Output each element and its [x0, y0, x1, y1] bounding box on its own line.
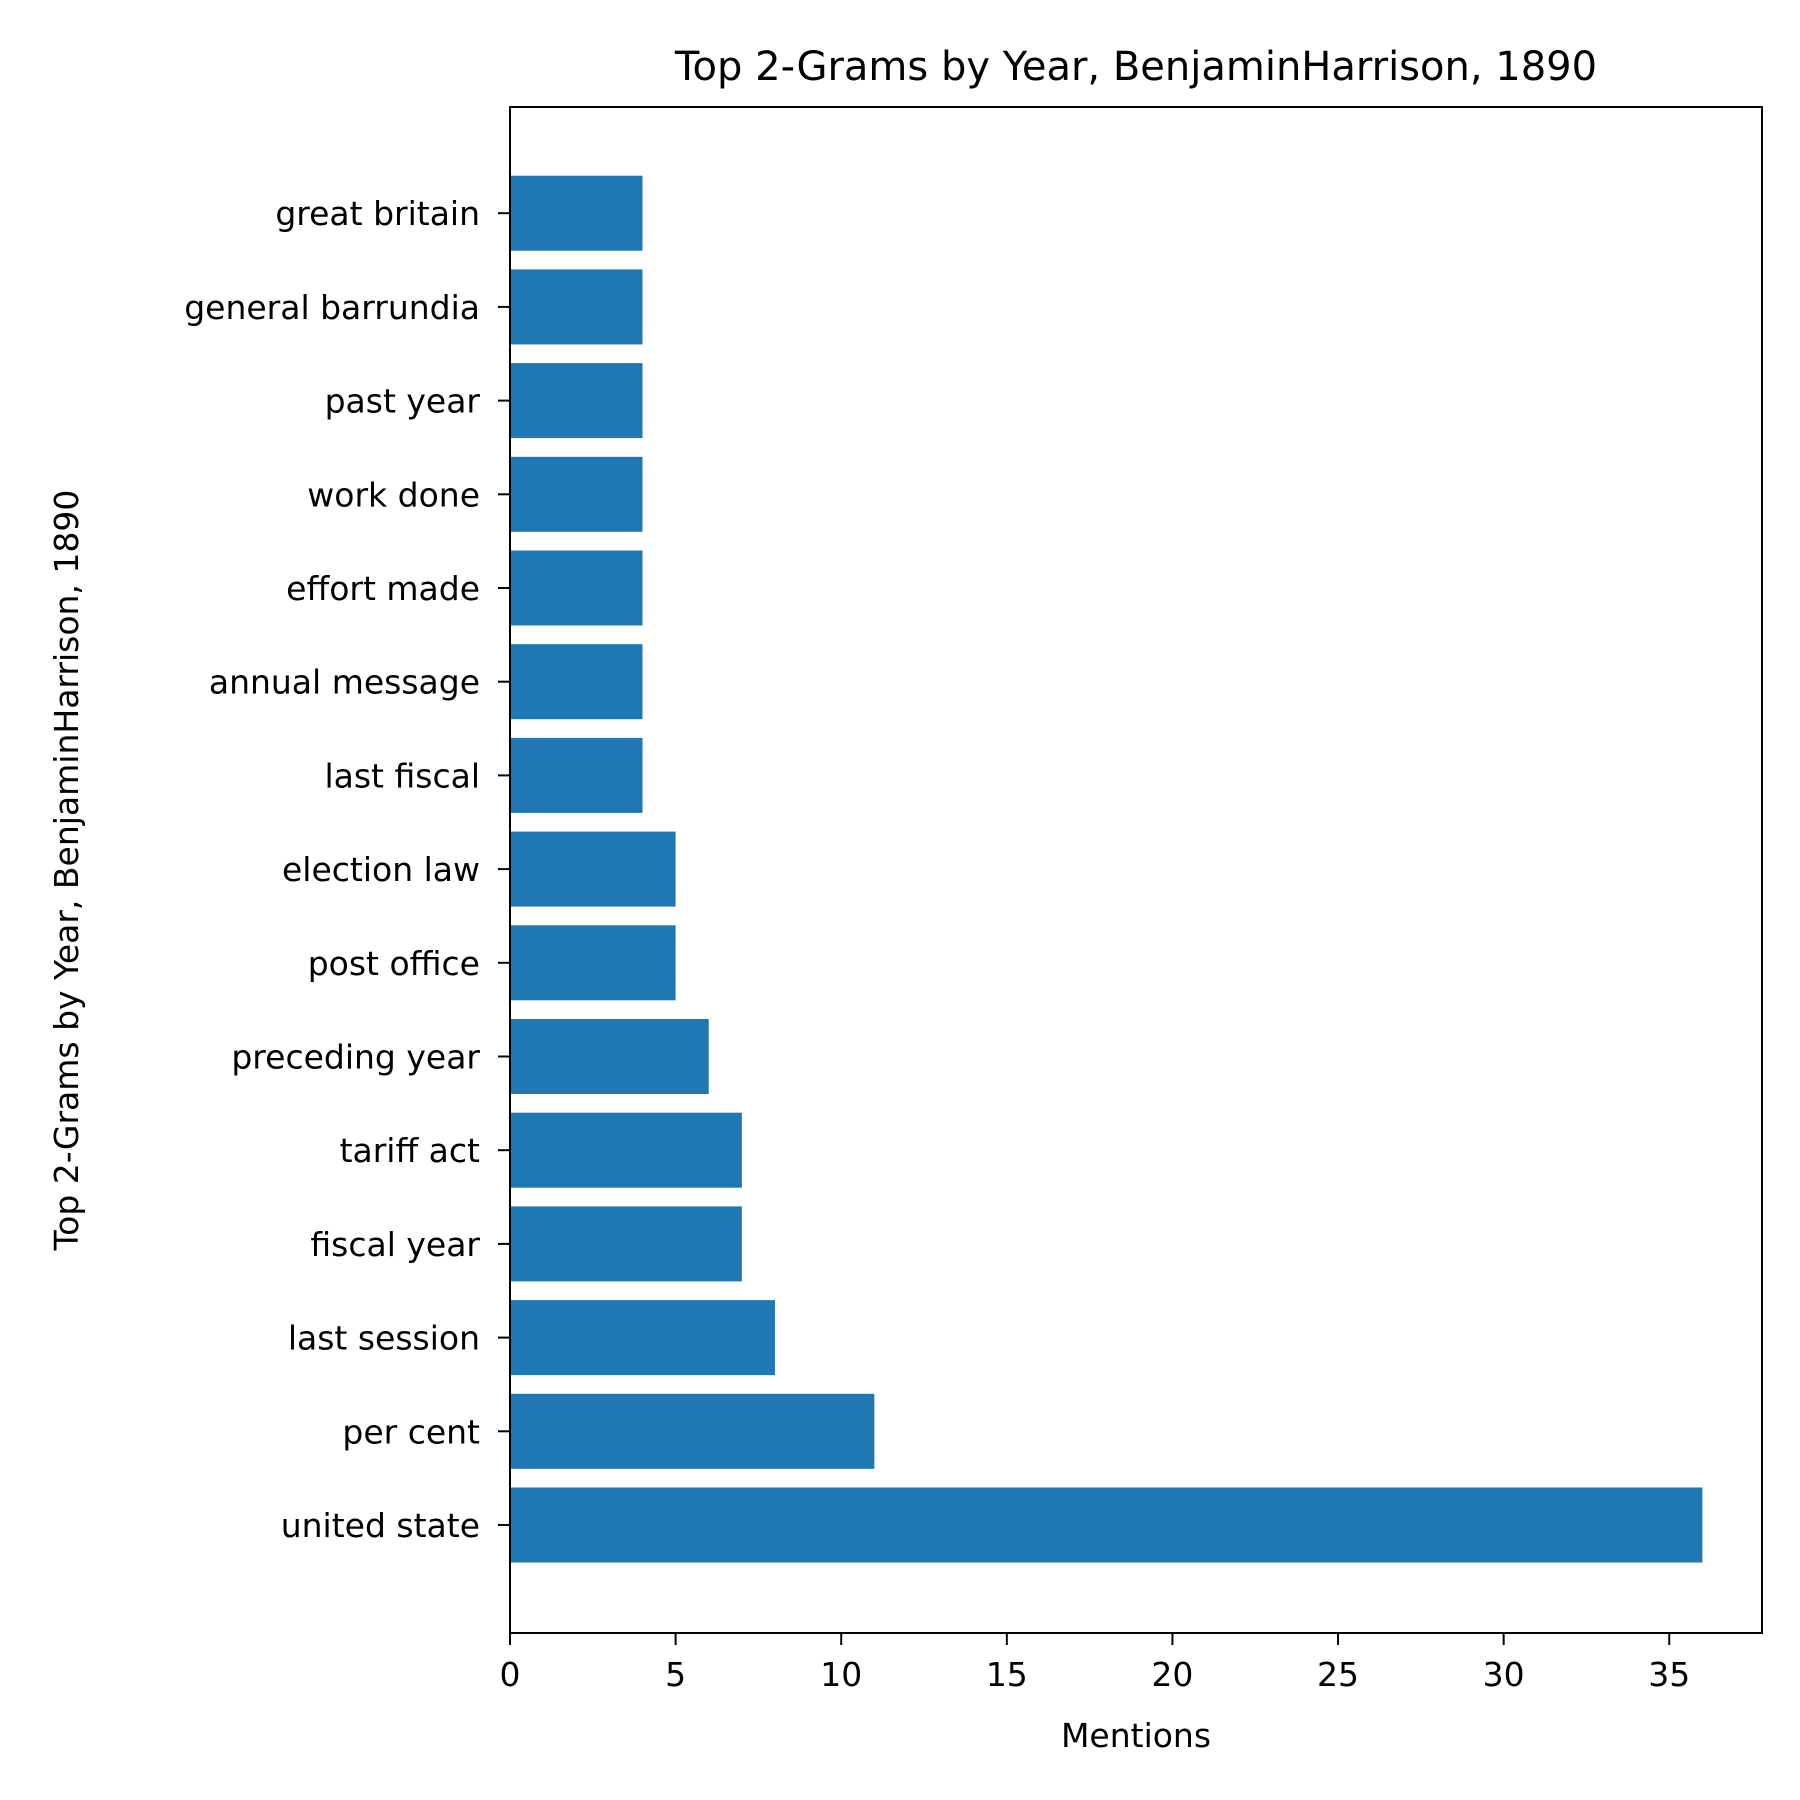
bar-great-britain — [510, 175, 643, 251]
bar-election-law — [510, 831, 676, 907]
bar-past-year — [510, 363, 643, 439]
y-tick-label: effort made — [286, 569, 480, 608]
bar-united-state — [510, 1487, 1703, 1563]
bar-general-barrundia — [510, 269, 643, 345]
y-tick-label: fiscal year — [310, 1225, 480, 1264]
y-tick-label: post office — [308, 944, 480, 983]
y-tick-label: general barrundia — [184, 288, 480, 327]
y-tick-label: past year — [325, 382, 481, 421]
y-tick-label: last session — [288, 1319, 480, 1358]
x-tick-label: 0 — [500, 1655, 521, 1694]
bar-last-session — [510, 1300, 775, 1376]
y-tick-label: annual message — [209, 663, 480, 702]
y-tick-label: per cent — [342, 1412, 480, 1451]
y-axis-label: Top 2-Grams by Year, BenjaminHarrison, 1… — [47, 490, 86, 1252]
plot-area-frame — [509, 106, 1763, 1634]
x-tick-label: 15 — [986, 1655, 1028, 1694]
x-tick-label: 25 — [1317, 1655, 1359, 1694]
bar-work-done — [510, 456, 643, 532]
x-tick-label: 20 — [1151, 1655, 1193, 1694]
x-axis-label: Mentions — [1061, 1716, 1211, 1755]
bar-annual-message — [510, 644, 643, 720]
x-tick-label: 10 — [820, 1655, 862, 1694]
bar-fiscal-year — [510, 1206, 742, 1282]
x-tick-label: 35 — [1648, 1655, 1690, 1694]
y-tick-label: preceding year — [231, 1038, 480, 1077]
y-tick-label: election law — [282, 850, 480, 889]
y-tick-label: tariff act — [340, 1131, 480, 1170]
bar-last-fiscal — [510, 737, 643, 813]
bars-group — [510, 175, 1703, 1563]
x-axis-ticks: 0 5 10 15 20 25 30 35 — [500, 1633, 1690, 1694]
y-tick-label: work done — [307, 475, 480, 514]
y-tick-label: last fiscal — [324, 756, 480, 795]
y-tick-label: united state — [281, 1506, 480, 1545]
bar-preceding-year — [510, 1019, 709, 1094]
x-tick-label: 5 — [665, 1655, 686, 1694]
bar-post-office — [510, 925, 676, 1001]
bar-per-cent — [510, 1393, 875, 1469]
bar-tariff-act — [510, 1112, 742, 1188]
y-axis-ticks: united state per cent last session fiscal y… — [184, 194, 510, 1545]
bar-effort-made — [510, 550, 643, 626]
chart-title: Top 2-Grams by Year, BenjaminHarrison, 1… — [674, 44, 1597, 90]
x-tick-label: 30 — [1483, 1655, 1525, 1694]
y-tick-label: great britain — [275, 194, 480, 233]
